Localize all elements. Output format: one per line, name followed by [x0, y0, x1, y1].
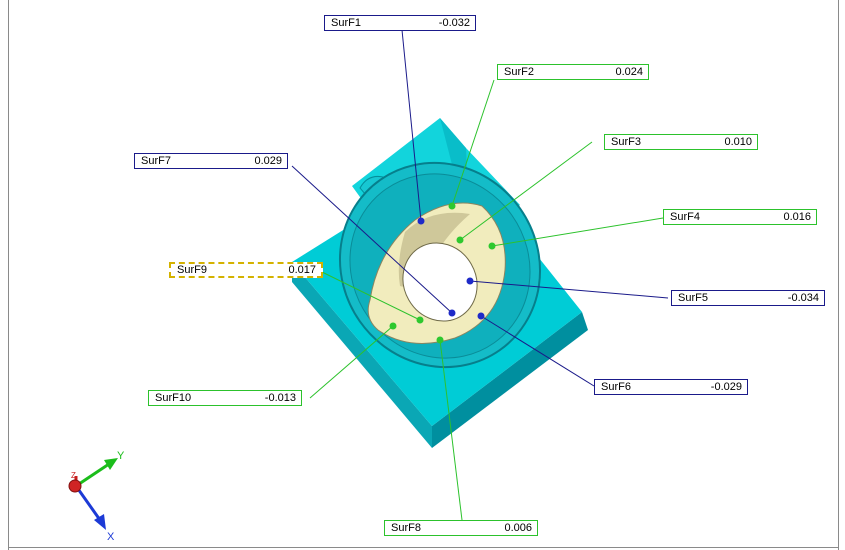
leader-line-surf5	[469, 280, 669, 299]
label-surf5[interactable]: SurF5 -0.034	[671, 290, 825, 306]
leader-line-surf2	[451, 79, 495, 207]
label-surf3-name: SurF3	[611, 136, 641, 148]
axis-origin	[68, 479, 82, 493]
label-surf2[interactable]: SurF2 0.024	[497, 64, 649, 80]
label-surf6[interactable]: SurF6 -0.029	[594, 379, 748, 395]
leader-line-surf7	[291, 165, 453, 314]
point-surf3[interactable]	[456, 236, 464, 244]
point-surf7[interactable]	[448, 309, 456, 317]
label-surf7-name: SurF7	[141, 155, 171, 167]
label-surf2-name: SurF2	[504, 66, 534, 78]
label-surf2-value: 0.024	[615, 66, 643, 78]
label-surf3[interactable]: SurF3 0.010	[604, 134, 758, 150]
axis-y-arrow	[104, 458, 118, 470]
axis-x-label: X	[107, 531, 115, 543]
viewport-right-border	[838, 0, 839, 550]
point-surf1[interactable]	[417, 217, 425, 225]
label-surf9[interactable]: SurF9 0.017	[169, 262, 323, 278]
point-surf5[interactable]	[466, 277, 474, 285]
label-surf9-value: 0.017	[288, 264, 316, 276]
label-surf4-value: 0.016	[783, 211, 811, 223]
leader-line-surf6	[480, 315, 595, 387]
label-surf4[interactable]: SurF4 0.016	[663, 209, 817, 225]
point-surf10[interactable]	[389, 322, 397, 330]
label-surf8-name: SurF8	[391, 522, 421, 534]
label-surf4-name: SurF4	[670, 211, 700, 223]
label-surf5-value: -0.034	[787, 292, 819, 304]
point-surf9[interactable]	[416, 316, 424, 324]
label-surf10-value: -0.013	[264, 392, 296, 404]
axis-y-label: Y	[117, 450, 125, 462]
label-surf6-name: SurF6	[601, 381, 631, 393]
leader-line-surf1	[401, 29, 422, 222]
through-hole	[402, 242, 478, 322]
leader-line-surf8	[439, 339, 463, 521]
label-surf6-value: -0.029	[710, 381, 742, 393]
label-surf7-value: 0.029	[254, 155, 282, 167]
label-surf8-value: 0.006	[504, 522, 532, 534]
label-surf10-name: SurF10	[155, 392, 192, 404]
label-surf7[interactable]: SurF7 0.029	[134, 153, 288, 169]
part-rear-block-edge	[440, 118, 470, 240]
leader-lines	[291, 29, 669, 521]
label-surf8[interactable]: SurF8 0.006	[384, 520, 538, 536]
label-surf1-value: -0.032	[438, 17, 470, 29]
leader-line-surf9	[321, 271, 421, 321]
point-surf4[interactable]	[488, 242, 496, 250]
viewport-bottom-border	[8, 547, 839, 548]
label-surf10[interactable]: SurF10 -0.013	[148, 390, 302, 406]
viewport-left-border	[8, 0, 9, 550]
leader-line-surf4	[491, 217, 664, 247]
point-surf8[interactable]	[436, 336, 444, 344]
measurement-points	[389, 202, 496, 344]
label-surf5-name: SurF5	[678, 292, 708, 304]
label-surf1-name: SurF1	[331, 17, 361, 29]
point-surf2[interactable]	[448, 202, 456, 210]
part-base-side-face	[292, 262, 432, 448]
label-surf3-value: 0.010	[724, 136, 752, 148]
axis-x-line	[74, 485, 102, 521]
point-surf6[interactable]	[477, 312, 485, 320]
axis-y-line	[75, 460, 113, 488]
part-base-front-face	[432, 312, 588, 448]
label-surf1[interactable]: SurF1 -0.032	[324, 15, 476, 31]
axis-x-arrow	[94, 514, 106, 530]
leader-line-surf3	[459, 141, 593, 241]
axis-triad	[68, 458, 118, 530]
axis-z-label: Z	[71, 471, 76, 480]
leader-line-surf10	[309, 325, 394, 399]
label-surf9-name: SurF9	[177, 264, 207, 276]
